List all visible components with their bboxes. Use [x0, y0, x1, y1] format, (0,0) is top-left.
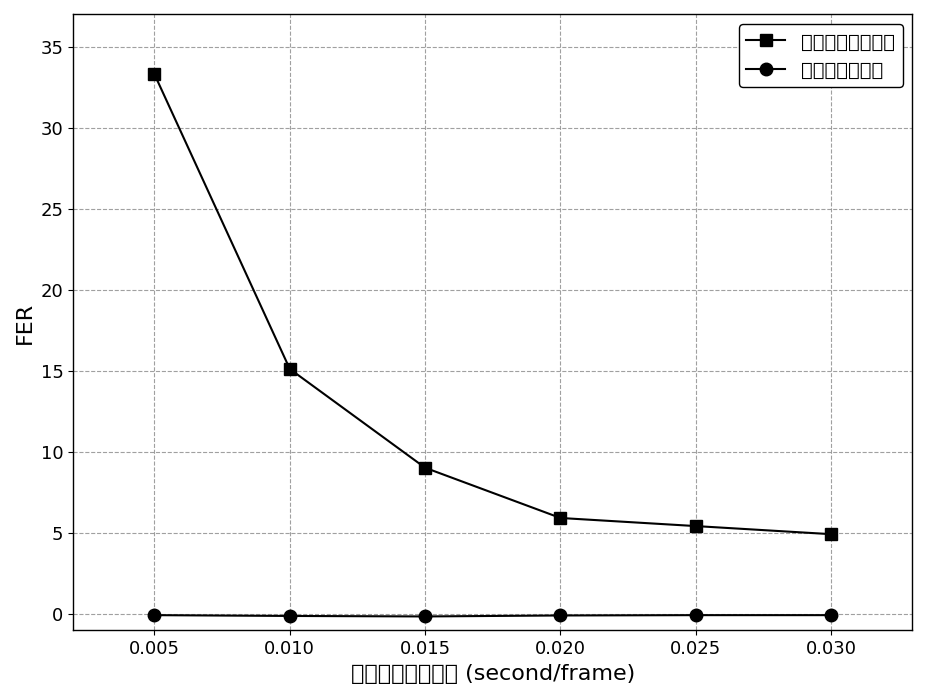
实时分组误帧率 — [554, 611, 565, 620]
非实时分组误帧率 — [285, 365, 296, 373]
非实时分组误帧率 — [825, 530, 836, 539]
非实时分组误帧率 — [690, 522, 701, 530]
X-axis label: 非实时数据业务量 (second/frame): 非实时数据业务量 (second/frame) — [350, 663, 635, 683]
实时分组误帧率 — [825, 611, 836, 619]
实时分组误帧率 — [285, 612, 296, 621]
Line: 实时分组误帧率: 实时分组误帧率 — [148, 609, 837, 623]
实时分组误帧率 — [690, 611, 701, 619]
实时分组误帧率 — [419, 612, 430, 621]
非实时分组误帧率 — [554, 514, 565, 522]
非实时分组误帧率 — [149, 70, 160, 79]
非实时分组误帧率 — [419, 463, 430, 472]
Line: 非实时分组误帧率: 非实时分组误帧率 — [148, 68, 837, 540]
Legend: 非实时分组误帧率, 实时分组误帧率: 非实时分组误帧率, 实时分组误帧率 — [738, 24, 902, 88]
Y-axis label: FER: FER — [15, 302, 35, 343]
实时分组误帧率 — [149, 611, 160, 619]
